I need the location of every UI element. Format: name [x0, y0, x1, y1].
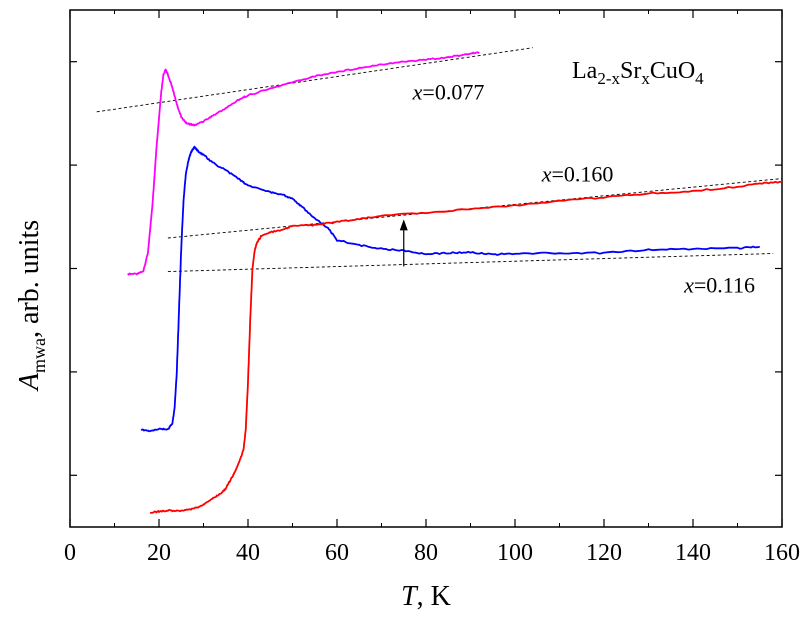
x-axis-title-var: T [401, 581, 419, 612]
formula-la: La [572, 58, 598, 84]
formula-la-sub: 2-x [597, 69, 620, 88]
y-axis-title-sub: mwa [29, 338, 49, 373]
series-line-2 [149, 180, 783, 514]
formula-sr-sub: x [641, 69, 650, 88]
annotation-value: =0.077 [422, 79, 484, 104]
annotation-var: x [683, 272, 694, 297]
x-axis-title: T, K [401, 581, 451, 612]
series-lines [127, 51, 783, 514]
y-axis-title-rest: , arb. units [14, 220, 45, 338]
x-tick-label: 160 [764, 540, 800, 566]
x-ticks: 0 20 40 60 80 100 120 140 160 [64, 10, 800, 566]
formula-cuo-sub: 4 [695, 69, 704, 88]
y-axis-title: Amwa, arb. units [14, 220, 49, 392]
y-axis-title-var: A [14, 372, 45, 392]
x-tick-label: 60 [325, 540, 349, 566]
formula-cuo: CuO [650, 58, 695, 84]
x-axis-title-rest: , K [417, 581, 451, 612]
series-line-0 [127, 51, 480, 276]
series-annotation: x=0.077 [412, 79, 485, 104]
annotation-var: x [541, 162, 552, 187]
chemical-formula: La2-xSrxCuO4 [572, 58, 704, 88]
series-annotation: x=0.160 [541, 162, 614, 187]
y-ticks [70, 61, 782, 476]
x-tick-label: 100 [497, 540, 533, 566]
dashed-baseline [96, 47, 533, 113]
annotation-value: =0.160 [551, 162, 613, 187]
formula-sr: Sr [620, 58, 641, 84]
x-tick-label: 0 [64, 540, 76, 566]
dashed-baseline [167, 253, 774, 273]
series-annotation: x=0.116 [683, 272, 755, 297]
annotation-value: =0.116 [694, 272, 755, 297]
x-tick-label: 80 [414, 540, 438, 566]
x-tick-label: 140 [675, 540, 711, 566]
x-tick-label: 40 [236, 540, 260, 566]
arrow-marker [399, 219, 408, 267]
x-tick-label: 20 [147, 540, 171, 566]
arrow-head [399, 219, 408, 231]
series-line-1 [140, 145, 760, 433]
x-tick-label: 120 [586, 540, 622, 566]
annotation-var: x [412, 79, 423, 104]
